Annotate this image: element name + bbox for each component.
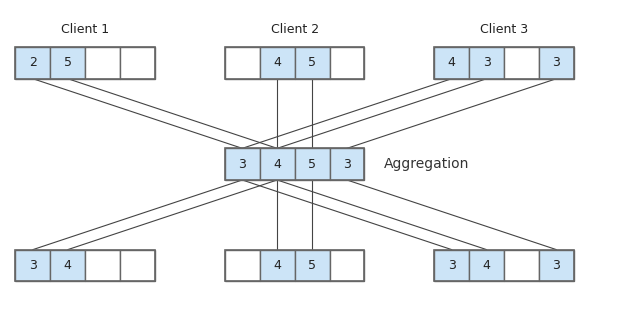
Bar [225,148,364,180]
Text: Client 2: Client 2 [271,23,319,36]
Text: 4: 4 [64,259,72,272]
Bar [294,47,330,79]
Bar [120,250,155,281]
Bar [434,47,469,79]
Bar [225,148,260,180]
Bar [51,250,85,281]
Bar [539,250,574,281]
Text: 4: 4 [448,56,456,70]
Bar [330,47,364,79]
Text: 4: 4 [483,259,490,272]
Bar [225,47,364,79]
Bar [225,250,260,281]
Text: 5: 5 [308,259,316,272]
Text: 4: 4 [273,158,281,171]
Text: 3: 3 [343,158,351,171]
Bar [15,47,155,79]
Bar [120,47,155,79]
Text: 4: 4 [273,56,281,70]
Text: 3: 3 [483,56,490,70]
Bar [15,47,51,79]
Text: Client 3: Client 3 [480,23,528,36]
Text: 5: 5 [308,158,316,171]
Text: 3: 3 [552,56,560,70]
Bar [225,47,260,79]
Bar [225,250,364,281]
Bar [260,47,294,79]
Text: Aggregation: Aggregation [383,157,469,171]
Text: Client 1: Client 1 [61,23,109,36]
Text: 5: 5 [64,56,72,70]
Text: 4: 4 [273,259,281,272]
Bar [85,250,120,281]
Bar [85,47,120,79]
Bar [504,47,539,79]
Bar [51,47,85,79]
Text: 3: 3 [29,259,37,272]
Bar [260,250,294,281]
Text: 3: 3 [448,259,456,272]
Bar [15,250,155,281]
Text: 5: 5 [308,56,316,70]
Text: 3: 3 [552,259,560,272]
Bar [539,47,574,79]
Bar [15,250,51,281]
Bar [330,250,364,281]
Text: 3: 3 [238,158,246,171]
Bar [469,250,504,281]
Bar [294,148,330,180]
Bar [330,148,364,180]
Bar [294,250,330,281]
Bar [260,148,294,180]
Bar [434,250,469,281]
Text: 2: 2 [29,56,37,70]
Bar [434,250,574,281]
Bar [434,47,574,79]
Bar [504,250,539,281]
Bar [469,47,504,79]
